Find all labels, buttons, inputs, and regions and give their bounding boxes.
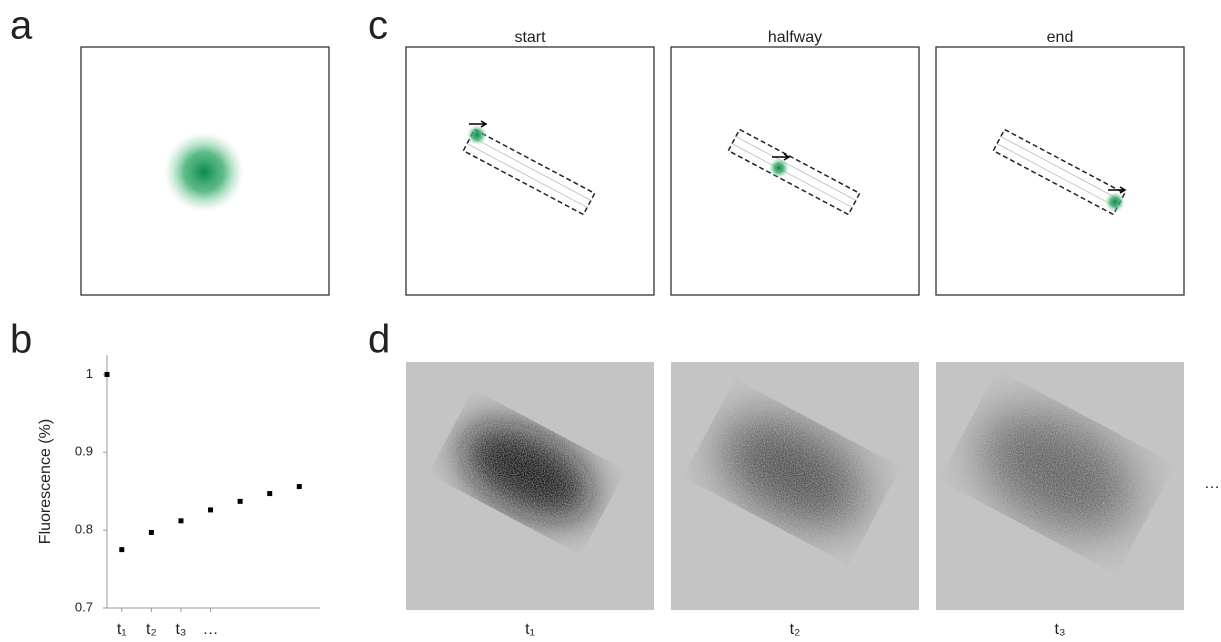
panel-label: d — [368, 318, 390, 362]
image-t3 — [936, 362, 1184, 610]
point — [267, 491, 273, 497]
panel-label: c — [368, 4, 388, 48]
ellipsis: … — [1204, 475, 1220, 492]
panel-title: start — [514, 29, 546, 46]
x-tick-label: … — [203, 621, 219, 638]
image-label: t₂ — [790, 621, 801, 638]
panel-halfway — [670, 46, 920, 296]
point — [208, 507, 214, 513]
point — [148, 529, 154, 535]
panel-end — [935, 46, 1185, 296]
y-tick-label: 0.7 — [75, 599, 93, 614]
x-tick-label: t₁ — [117, 621, 127, 638]
point — [296, 484, 302, 490]
x-tick-label: t₃ — [175, 621, 186, 638]
y-axis-label: Fluorescence (%) — [37, 419, 54, 544]
image-t1 — [406, 362, 654, 610]
x-tick-label: t₂ — [146, 621, 157, 638]
image-label: t₁ — [525, 621, 535, 638]
panel-label: b — [10, 318, 32, 362]
y-tick-label: 0.8 — [75, 522, 93, 537]
point — [104, 371, 110, 377]
point — [178, 518, 184, 524]
image-t2 — [671, 362, 919, 610]
fluorescent-spot — [164, 132, 244, 212]
panel-title: halfway — [768, 29, 822, 46]
point — [237, 498, 243, 504]
y-tick-label: 1 — [86, 366, 93, 381]
point — [119, 547, 125, 553]
panel-label: a — [10, 4, 33, 48]
panel-start — [405, 46, 655, 296]
chart: 0.7 0.8 0.9 1 t₁ t₂ t₃ … Fluorescence (%) — [37, 355, 320, 638]
panel-title: end — [1047, 29, 1074, 46]
y-tick-label: 0.9 — [75, 444, 93, 459]
image-label: t₃ — [1055, 621, 1066, 638]
